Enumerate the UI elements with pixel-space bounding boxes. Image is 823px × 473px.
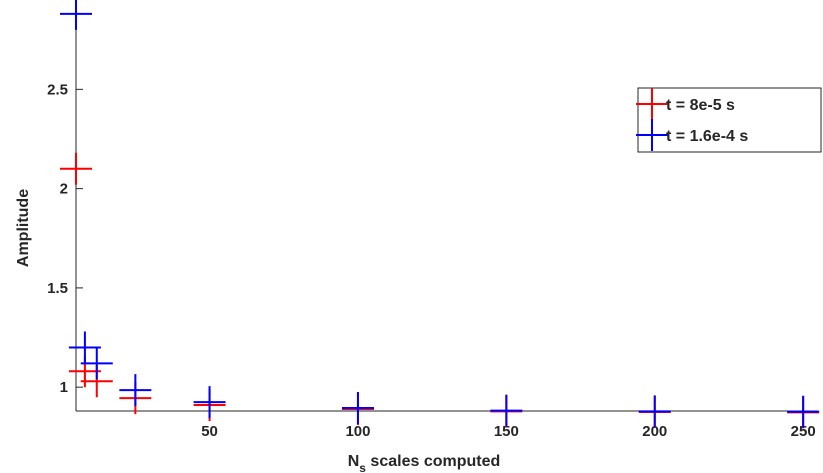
- data-point-marker: [638, 395, 671, 428]
- series-2: [60, 0, 820, 428]
- y-tick-label: 1.5: [47, 280, 68, 297]
- x-tick-label: 50: [201, 423, 218, 440]
- legend-marker: [636, 119, 668, 151]
- data-point-marker: [490, 394, 523, 427]
- y-tick-label: 1: [60, 379, 68, 396]
- x-tick-label: 250: [791, 423, 816, 440]
- data-point-marker: [68, 331, 101, 364]
- data-point-marker: [787, 395, 820, 428]
- legend-label: t = 1.6e-4 s: [666, 128, 748, 145]
- x-tick-label: 100: [345, 423, 370, 440]
- legend-label: t = 8e-5 s: [666, 97, 735, 114]
- x-axis-label: Ns scales computed: [348, 453, 501, 473]
- y-axis-label: Amplitude: [15, 189, 32, 267]
- legend-entries: t = 8e-5 s t = 1.6e-4 s: [636, 88, 748, 151]
- plot-frame: [75, 0, 818, 412]
- data-point-marker: [193, 386, 226, 419]
- x-axis-label-main: N: [348, 453, 360, 470]
- legend-marker: [636, 88, 668, 120]
- data-point-marker: [60, 0, 92, 30]
- x-tick-label: 200: [642, 423, 667, 440]
- y-tick-label: 2: [60, 181, 68, 198]
- legend: t = 8e-5 s t = 1.6e-4 s: [636, 87, 822, 153]
- data-point-marker: [119, 374, 152, 407]
- data-marks: [60, 0, 820, 429]
- data-point-marker: [60, 152, 92, 185]
- series-1: [60, 152, 820, 429]
- data-point-marker: [80, 347, 113, 380]
- y-tick-label: 2.5: [47, 81, 68, 98]
- data-point-marker: [341, 392, 374, 425]
- axis-ticks: 50 100 150 200 250 1 1.5 2 2.5: [47, 81, 816, 440]
- x-tick-label: 150: [494, 423, 519, 440]
- legend-box: [637, 87, 822, 153]
- x-axis-label-subscript: s: [359, 461, 366, 473]
- x-axis-label-suffix: scales computed: [366, 453, 500, 470]
